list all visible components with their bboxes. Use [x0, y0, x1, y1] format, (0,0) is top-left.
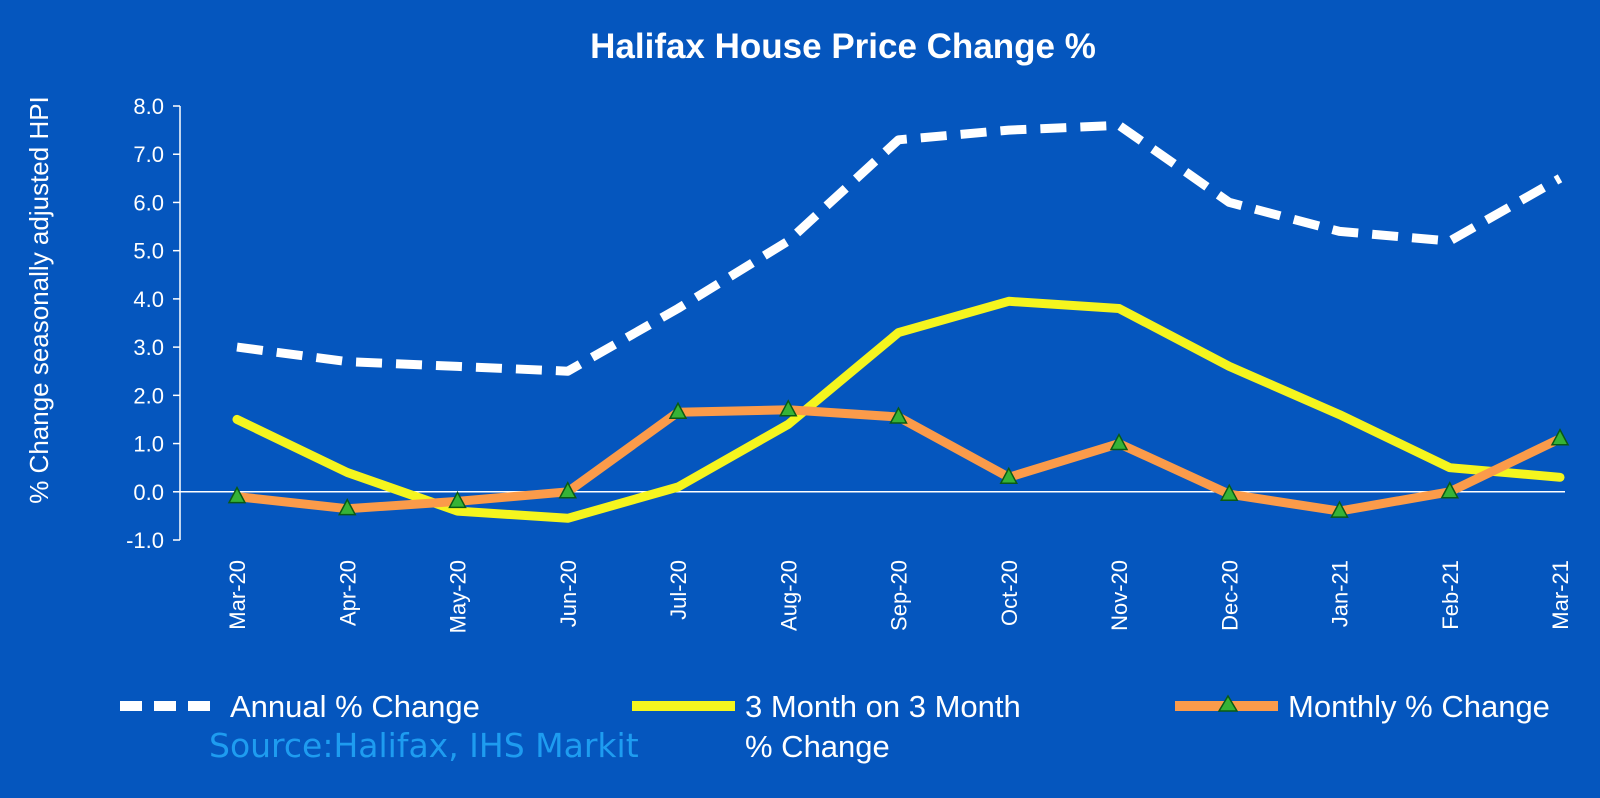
x-tick-label: May-20	[446, 560, 471, 633]
x-tick-label: Oct-20	[997, 560, 1022, 626]
x-tick-label: Mar-21	[1548, 560, 1573, 630]
x-tick-label: Aug-20	[776, 560, 801, 631]
data-point-monthly	[558, 481, 577, 499]
y-tick-label: 0.0	[133, 480, 164, 505]
x-tick-label: Feb-21	[1438, 560, 1463, 630]
data-point-monthly	[1220, 483, 1239, 501]
data-point-monthly	[668, 401, 688, 419]
series-lines	[232, 120, 1565, 523]
y-tick-label: 2.0	[133, 383, 164, 408]
x-tick-label: Sep-20	[887, 560, 912, 631]
legend-item-monthly: Monthly % Change	[1175, 689, 1550, 724]
data-point-monthly	[1109, 432, 1129, 451]
legend: Annual % Change 3 Month on 3 Month % Cha…	[120, 689, 1550, 764]
y-tick-label: 1.0	[133, 432, 164, 457]
chart-title: Halifax House Price Change %	[590, 27, 1096, 66]
legend-label-monthly: Monthly % Change	[1288, 689, 1550, 724]
x-tick-label: Jan-21	[1328, 560, 1353, 627]
data-point-monthly	[1550, 428, 1570, 446]
y-tick-label: 3.0	[133, 335, 164, 360]
axes	[179, 106, 1565, 540]
data-point-monthly	[448, 490, 467, 509]
x-tick-label: Mar-20	[225, 560, 250, 630]
legend-label-3m-line2: % Change	[745, 729, 890, 764]
data-point-monthly	[1440, 481, 1459, 499]
y-axis-label: % Change seasonally adjusted HPI	[24, 96, 54, 504]
legend-marker-monthly	[1217, 694, 1239, 712]
legend-label-annual: Annual % Change	[230, 689, 480, 724]
y-tick-label: 8.0	[133, 94, 164, 119]
series-line-annual	[236, 120, 1563, 376]
source-note: Source:Halifax, IHS Markit	[209, 726, 639, 765]
legend-item-annual: Annual % Change	[120, 689, 480, 724]
y-tick-label: 4.0	[133, 287, 164, 312]
y-tick-label: 7.0	[133, 142, 164, 167]
y-tick-labels: 8.0 7.0 6.0 5.0 4.0 3.0 2.0 1.0 0.0 -1.0	[126, 94, 180, 553]
legend-item-3m: 3 Month on 3 Month % Change	[632, 689, 1021, 764]
data-point-monthly	[889, 406, 908, 424]
data-point-monthly	[338, 498, 357, 516]
x-tick-label: Jul-20	[666, 560, 691, 620]
data-point-monthly	[1330, 500, 1349, 518]
data-point-monthly	[227, 486, 247, 504]
x-tick-label: Dec-20	[1217, 560, 1242, 631]
series-line-3m-on-3m	[232, 296, 1565, 523]
x-tick-label: Apr-20	[335, 560, 360, 626]
x-tick-label: Nov-20	[1107, 560, 1132, 631]
legend-label-3m-line1: 3 Month on 3 Month	[745, 689, 1021, 724]
data-point-monthly	[779, 399, 798, 417]
y-tick-label: -1.0	[126, 528, 164, 553]
y-tick-label: 6.0	[133, 190, 164, 215]
y-tick-label: 5.0	[133, 239, 164, 264]
x-tick-labels: Mar-20 Apr-20 May-20 Jun-20 Jul-20 Aug-20 Sep-…	[225, 560, 1573, 633]
series-markers	[227, 399, 1570, 518]
x-tick-label: Jun-20	[556, 560, 581, 627]
data-point-monthly	[999, 466, 1018, 485]
